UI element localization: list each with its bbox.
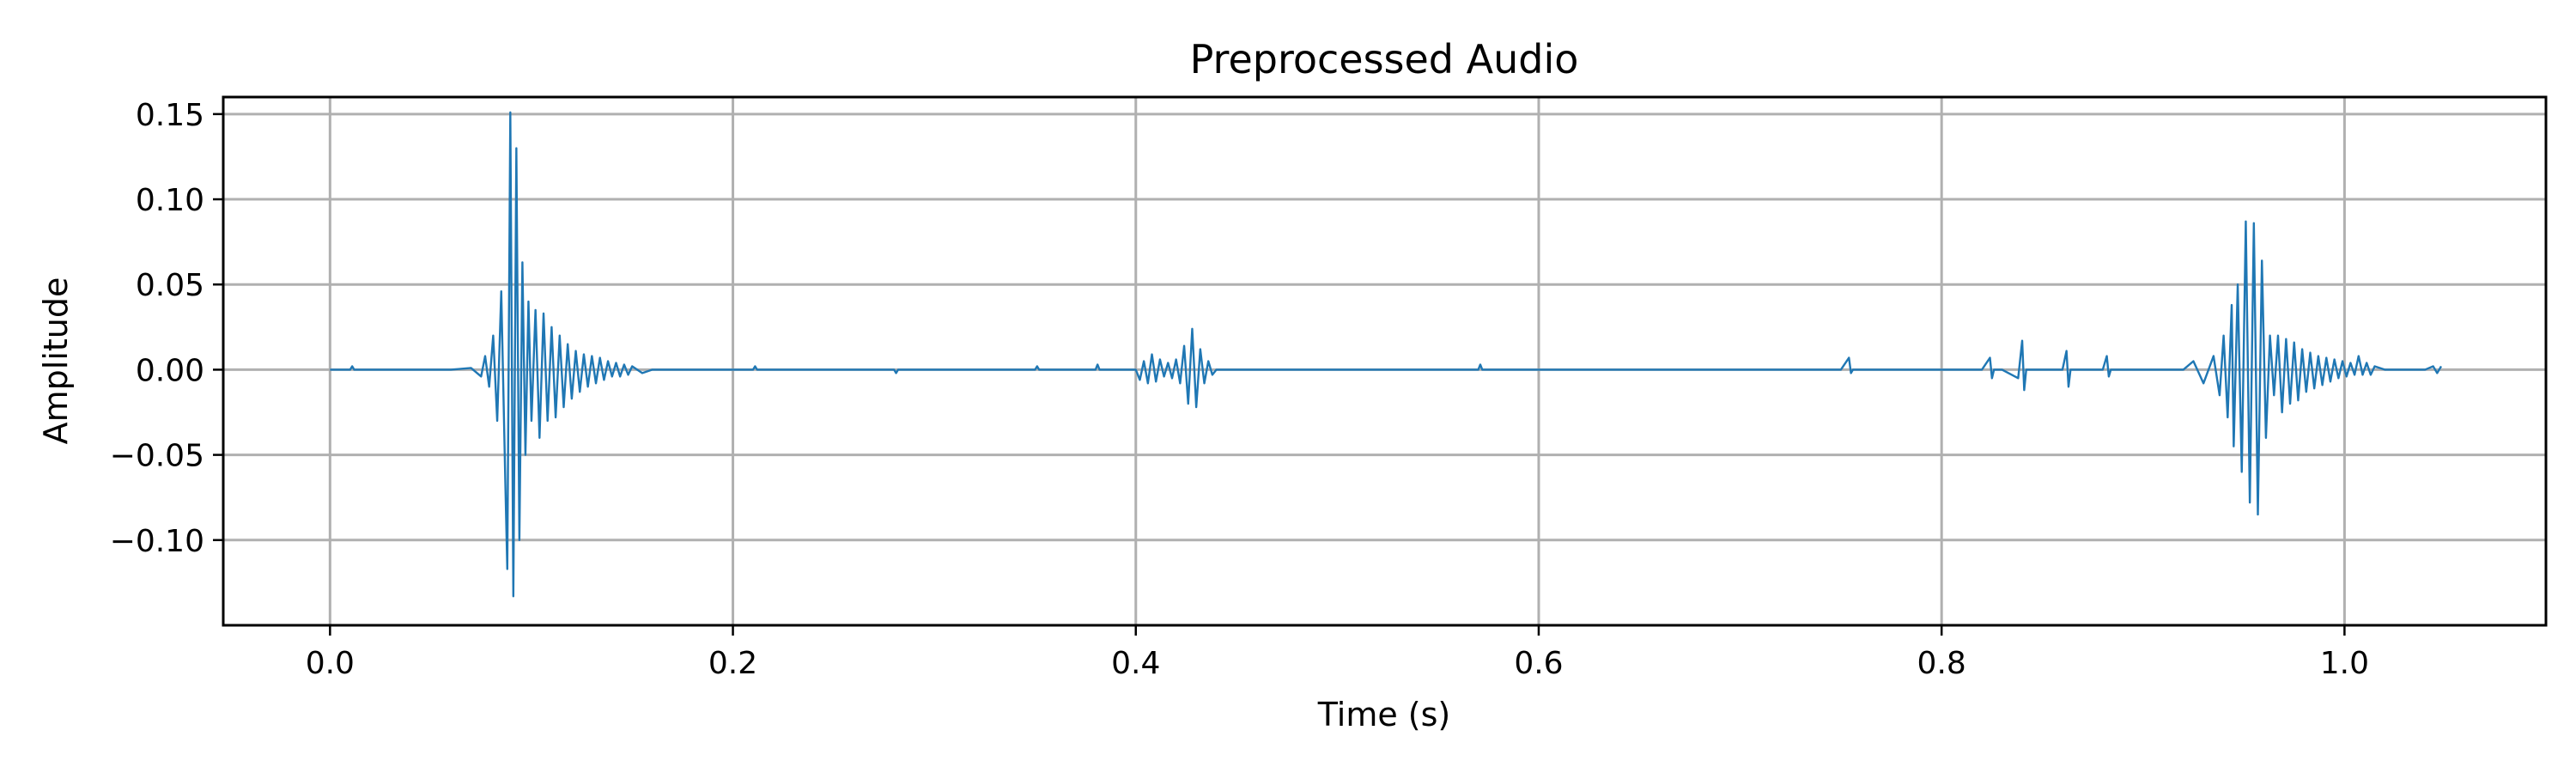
x-tick-label: 0.2 bbox=[708, 646, 757, 681]
plot-frame bbox=[222, 95, 2548, 627]
x-tick-label: 0.4 bbox=[1111, 646, 1160, 681]
x-tick-label: 0.6 bbox=[1514, 646, 1563, 681]
chart-title: Preprocessed Audio bbox=[1190, 36, 1579, 82]
x-tick-label: 1.0 bbox=[2320, 646, 2369, 681]
plot-area bbox=[330, 111, 2443, 598]
y-tick-label: −0.10 bbox=[110, 524, 204, 559]
y-tick-label: 0.10 bbox=[136, 183, 204, 218]
y-tick-label: 0.05 bbox=[136, 268, 204, 303]
y-tick-label: 0.15 bbox=[136, 98, 204, 133]
y-axis-label: Amplitude bbox=[37, 277, 75, 445]
x-axis-label: Time (s) bbox=[1317, 696, 1451, 733]
x-tick-label: 0.8 bbox=[1917, 646, 1966, 681]
x-tick-label: 0.0 bbox=[306, 646, 355, 681]
grid bbox=[223, 97, 2546, 625]
y-tick-label: 0.00 bbox=[136, 353, 204, 388]
waveform-series-line bbox=[330, 111, 2443, 598]
axis-ticks: 0.0 0.2 0.4 0.6 0.8 1.0 −0.10 −0.05 0.00 0.05 0.10… bbox=[110, 98, 2369, 681]
y-tick-label: −0.05 bbox=[110, 439, 204, 474]
